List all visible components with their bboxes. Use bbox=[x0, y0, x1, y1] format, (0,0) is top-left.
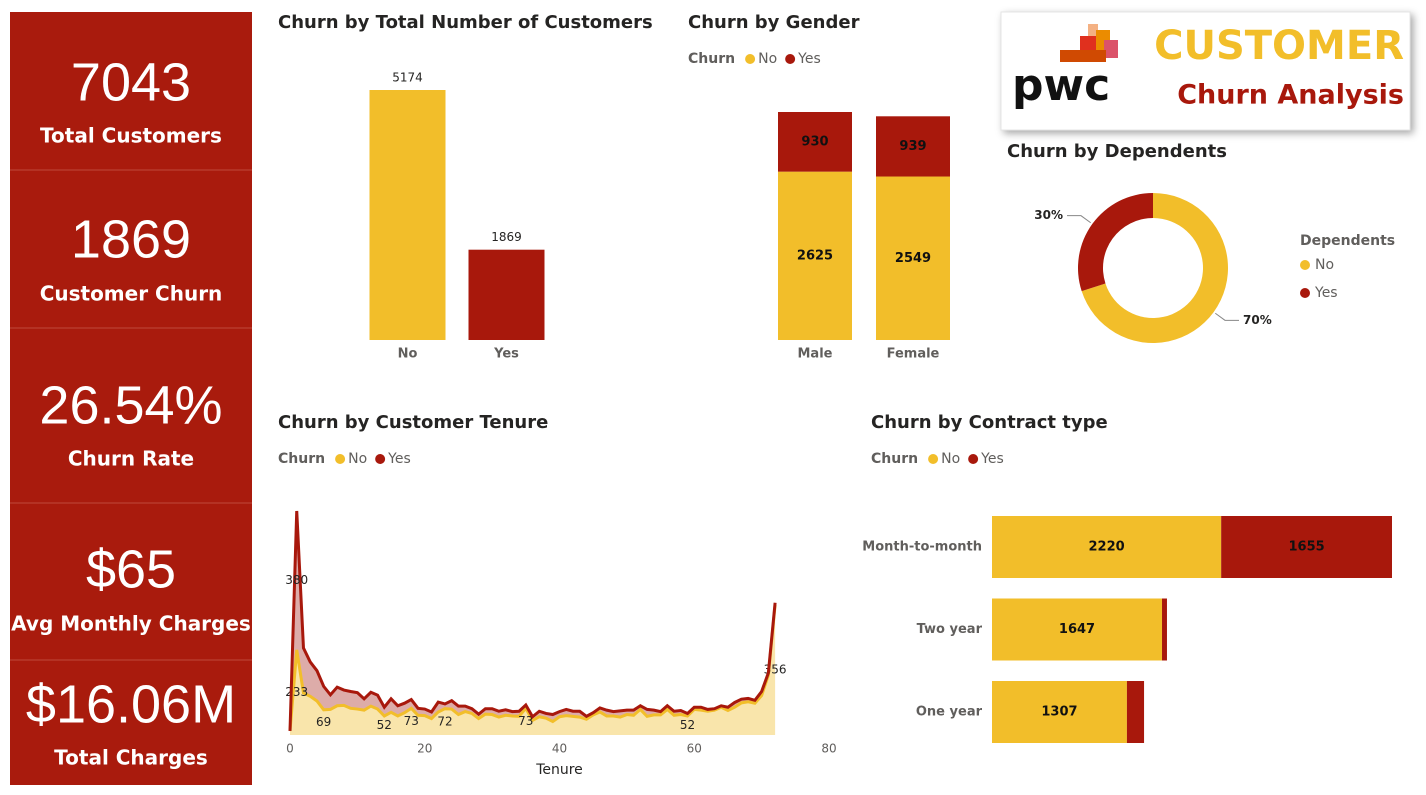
data-label: 69 bbox=[316, 715, 331, 729]
data-label: 380 bbox=[285, 573, 308, 587]
legend-marker bbox=[1300, 260, 1310, 270]
chart-title: Churn by Total Number of Customers bbox=[278, 12, 653, 33]
legend-marker bbox=[745, 54, 756, 64]
chart-title: Churn by Customer Tenure bbox=[278, 412, 548, 433]
legend-marker bbox=[785, 54, 796, 64]
kpi-label: Customer Churn bbox=[40, 282, 223, 306]
bar bbox=[369, 90, 446, 340]
x-tick-label: 40 bbox=[552, 742, 567, 756]
bar-segment bbox=[876, 176, 950, 340]
legend-marker bbox=[968, 454, 979, 464]
data-label: 2220 bbox=[1088, 540, 1124, 555]
legend-label: No bbox=[758, 51, 777, 67]
bar bbox=[468, 249, 545, 340]
data-label: 939 bbox=[899, 139, 926, 154]
legend-title: Churn bbox=[871, 451, 918, 467]
legend-marker bbox=[335, 454, 346, 464]
legend-marker bbox=[1300, 288, 1310, 298]
x-tick-label: 60 bbox=[687, 742, 702, 756]
kpi-label: Total Customers bbox=[40, 124, 222, 148]
data-label: 1655 bbox=[1288, 540, 1324, 555]
kpi-value: 1869 bbox=[71, 209, 191, 269]
x-tick-label: 20 bbox=[417, 742, 432, 756]
kpi-value: $16.06M bbox=[26, 674, 236, 734]
chart-title: Churn by Contract type bbox=[871, 412, 1108, 433]
legend-title: Churn bbox=[688, 51, 735, 67]
legend-label: Yes bbox=[797, 51, 821, 67]
leader-line bbox=[1215, 312, 1240, 321]
donut-slice bbox=[1081, 193, 1229, 343]
data-label: 2625 bbox=[797, 248, 833, 263]
legend-marker bbox=[928, 454, 939, 464]
legend-label: Yes bbox=[387, 451, 411, 467]
data-label: 233 bbox=[285, 685, 308, 699]
logo-title: CUSTOMER bbox=[1154, 23, 1404, 69]
legend-label: No bbox=[348, 451, 367, 467]
bar-segment bbox=[1221, 516, 1392, 578]
legend-title: Dependents bbox=[1300, 233, 1395, 249]
chart-title: Churn by Dependents bbox=[1007, 141, 1227, 162]
kpi-panel bbox=[10, 12, 252, 785]
logo-square bbox=[1088, 24, 1098, 36]
data-label: 30% bbox=[1034, 208, 1063, 222]
logo-square bbox=[1060, 50, 1106, 62]
kpi-value: $65 bbox=[86, 539, 176, 599]
y-tick-label: Two year bbox=[917, 622, 983, 637]
data-label: 73 bbox=[518, 714, 533, 728]
donut-slice bbox=[1078, 193, 1153, 292]
kpi-label: Total Charges bbox=[54, 746, 208, 770]
bar-segment bbox=[778, 112, 852, 172]
line bbox=[288, 604, 777, 732]
legend-label: Yes bbox=[1314, 285, 1338, 301]
data-label: 72 bbox=[437, 714, 452, 728]
logo-square bbox=[1104, 40, 1118, 58]
chart-title: Churn by Gender bbox=[688, 12, 860, 33]
data-label: 1647 bbox=[1059, 622, 1095, 637]
leader-line bbox=[1066, 215, 1091, 224]
data-label: 930 bbox=[801, 134, 828, 149]
legend-label: No bbox=[941, 451, 960, 467]
x-tick-label: Female bbox=[887, 347, 940, 362]
data-label: 70% bbox=[1243, 313, 1272, 327]
bar-segment bbox=[992, 681, 1127, 743]
y-tick-label: Month-to-month bbox=[862, 540, 982, 555]
legend-label: Yes bbox=[980, 451, 1004, 467]
logo-brand: pwc bbox=[1012, 60, 1110, 111]
x-tick-label: 80 bbox=[821, 742, 836, 756]
line bbox=[288, 510, 777, 732]
bar-segment bbox=[1126, 681, 1145, 743]
data-label: 52 bbox=[680, 718, 695, 732]
bar-segment bbox=[1162, 598, 1167, 661]
bar-segment bbox=[992, 516, 1222, 578]
data-label: 73 bbox=[404, 714, 419, 728]
bar-segment bbox=[778, 171, 852, 340]
x-tick-label: Male bbox=[798, 347, 833, 362]
kpi-value: 7043 bbox=[71, 52, 191, 112]
data-label: 1869 bbox=[491, 230, 522, 244]
data-label: 5174 bbox=[392, 71, 423, 85]
x-tick-label: 0 bbox=[286, 742, 294, 756]
logo-mark bbox=[1060, 24, 1118, 62]
logo-box bbox=[1000, 11, 1411, 131]
bar-segment bbox=[876, 116, 950, 177]
legend-title: Churn bbox=[278, 451, 325, 467]
area-fill bbox=[290, 604, 776, 735]
data-label: 52 bbox=[377, 718, 392, 732]
x-tick-label: No bbox=[398, 347, 418, 362]
bar-segment bbox=[992, 598, 1163, 661]
kpi-value: 26.54% bbox=[39, 375, 222, 435]
kpi-label: Avg Monthly Charges bbox=[11, 612, 251, 636]
logo-subtitle: Churn Analysis bbox=[1177, 80, 1404, 111]
kpi-dividers bbox=[10, 169, 252, 661]
x-tick-label: Yes bbox=[493, 347, 519, 362]
y-tick-label: One year bbox=[916, 705, 983, 720]
x-axis-label: Tenure bbox=[535, 762, 583, 778]
kpi-label: Churn Rate bbox=[68, 447, 194, 471]
legend-label: No bbox=[1315, 257, 1334, 273]
legend-marker bbox=[375, 454, 386, 464]
data-label: 1307 bbox=[1041, 705, 1077, 720]
data-label: 2549 bbox=[895, 251, 931, 266]
